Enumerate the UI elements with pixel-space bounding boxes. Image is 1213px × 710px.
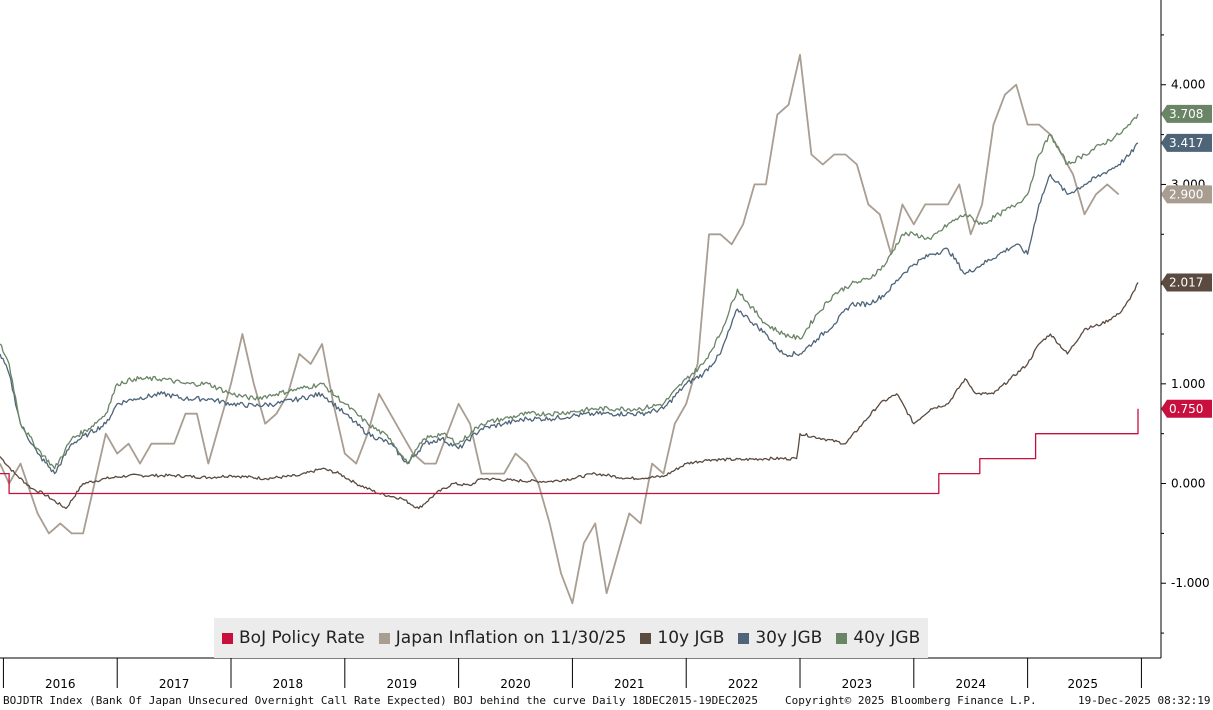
legend-label-10y-jgb: 10y JGB <box>657 628 725 648</box>
x-year-label: 2022 <box>728 677 759 691</box>
last-value-tag-label: 0.750 <box>1169 402 1203 416</box>
legend-item-japan-inflation[interactable]: Japan Inflation on 11/30/25 <box>378 628 627 648</box>
last-value-tag-japan-inflation-on-11-30-25: 2.900 <box>1161 185 1212 204</box>
series-line-30y-jgb <box>0 142 1139 475</box>
last-value-tag-label: 2.017 <box>1169 275 1203 289</box>
x-axis: 2016 2017 2018 2019 2020 2021 2022 2023 2024 2025 <box>0 657 1161 691</box>
y-tick-label: 1.000 <box>1171 377 1205 391</box>
legend-swatch-30y-jgb <box>738 632 750 644</box>
last-value-tag-30y-jgb: 3.417 <box>1161 133 1212 152</box>
series-line-40y-jgb <box>0 113 1139 470</box>
legend-label-japan-inflation: Japan Inflation on 11/30/25 <box>395 628 627 648</box>
legend-swatch-40y-jgb <box>836 632 848 644</box>
last-value-tag-bg <box>1161 185 1212 204</box>
legend-label-30y-jgb: 30y JGB <box>755 628 823 648</box>
x-year-label: 2016 <box>45 677 76 691</box>
legend-swatch-10y-jgb <box>640 632 652 644</box>
x-year-label: 2019 <box>386 677 417 691</box>
series-line-japan-inflation-on-11-30-25 <box>0 53 1120 605</box>
series-line-10y-jgb <box>0 282 1139 510</box>
last-value-tag-bg <box>1161 133 1212 152</box>
y-tick-label: -1.000 <box>1171 576 1210 590</box>
x-year-label: 2018 <box>273 677 304 691</box>
last-value-tag-bg <box>1161 273 1212 292</box>
last-value-tag-label: 2.900 <box>1169 187 1203 201</box>
legend-label-40y-jgb: 40y JGB <box>853 628 921 648</box>
x-year-label: 2017 <box>159 677 190 691</box>
footer-timestamp: 19-Dec-2025 08:32:19 <box>1078 694 1211 707</box>
legend-item-30y-jgb[interactable]: 30y JGB <box>738 628 822 648</box>
x-year-label: 2023 <box>842 677 873 691</box>
footer-description: BOJDTR Index (Bank Of Japan Unsecured Ov… <box>3 694 758 707</box>
legend-item-boj-policy-rate[interactable]: BoJ Policy Rate <box>222 628 365 648</box>
last-value-tag-label: 3.417 <box>1169 136 1203 150</box>
x-year-label: 2020 <box>500 677 531 691</box>
last-value-tag-bg <box>1161 104 1212 123</box>
x-year-label: 2021 <box>614 677 645 691</box>
x-year-label: 2024 <box>955 677 986 691</box>
x-year-label: 2025 <box>1068 677 1099 691</box>
legend-item-40y-jgb[interactable]: 40y JGB <box>836 628 920 648</box>
last-value-tag-label: 3.708 <box>1169 107 1203 121</box>
series-line-boj-policy-rate <box>0 408 1139 495</box>
last-value-tag-bg <box>1161 399 1212 418</box>
y-tick-label: 4.000 <box>1171 78 1205 92</box>
plot-area <box>0 53 1139 605</box>
legend-swatch-japan-inflation <box>378 632 390 644</box>
legend-item-10y-jgb[interactable]: 10y JGB <box>640 628 724 648</box>
footer-copyright: Copyright© 2025 Bloomberg Finance L.P. <box>785 694 1037 707</box>
y-tick-label: 0.000 <box>1171 477 1205 491</box>
legend-label-boj-policy-rate: BoJ Policy Rate <box>239 628 365 648</box>
last-value-tag-boj-policy-rate: 0.750 <box>1161 399 1212 418</box>
legend: BoJ Policy Rate Japan Inflation on 11/30… <box>214 618 929 658</box>
legend-swatch-boj-policy-rate <box>222 632 233 644</box>
last-value-tag-40y-jgb: 3.708 <box>1161 104 1212 123</box>
last-value-tags: 2.900 2.017 3.417 3.708 0.750 <box>1161 104 1212 418</box>
last-value-tag-10y-jgb: 2.017 <box>1161 273 1212 292</box>
